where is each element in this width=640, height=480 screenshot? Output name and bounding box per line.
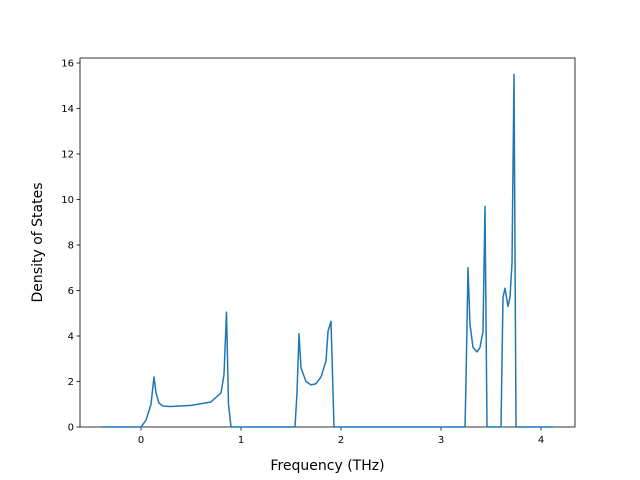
x-axis-label: Frequency (THz) [270, 458, 384, 474]
y-tick-label: 12 [61, 150, 74, 161]
y-tick-label: 4 [68, 332, 74, 343]
y-tick-label: 14 [61, 104, 74, 115]
x-tick-label: 2 [338, 435, 344, 446]
y-tick-label: 2 [68, 377, 74, 388]
y-tick-label: 8 [68, 241, 74, 252]
x-tick-label: 0 [138, 435, 144, 446]
y-tick-label: 6 [68, 286, 74, 297]
plot-frame [79, 57, 576, 428]
y-tick-label: 0 [68, 423, 74, 434]
x-tick-label: 4 [538, 435, 544, 446]
x-tick-label: 3 [438, 435, 444, 446]
data-line [102, 73, 553, 428]
y-tick-label: 16 [61, 59, 74, 70]
y-tick-label: 10 [61, 195, 74, 206]
y-axis-label: Density of States [30, 183, 46, 303]
x-tick-label: 1 [238, 435, 244, 446]
